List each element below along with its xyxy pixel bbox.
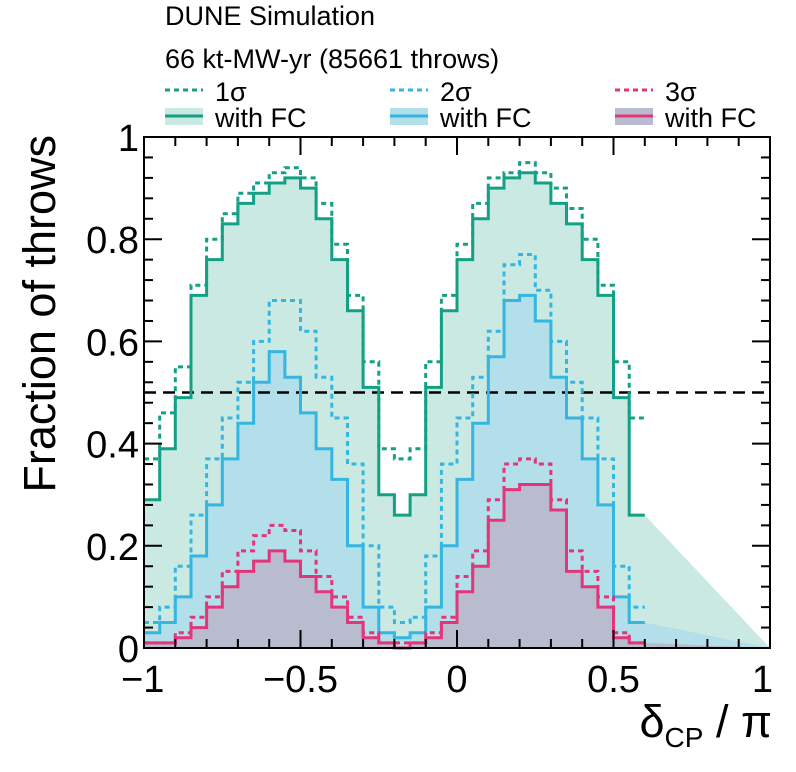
series-line-0 xyxy=(144,161,645,461)
x-axis-label-rest: / π xyxy=(703,696,772,747)
series-line-2 xyxy=(144,253,645,624)
x-tick-label: 1 xyxy=(752,659,773,701)
x-axis-label-main: δ xyxy=(639,696,664,747)
series-line-1 xyxy=(144,171,645,517)
x-axis-label-sub: CP xyxy=(665,722,704,753)
y-tick-label: 0.2 xyxy=(86,527,139,569)
chart-header-line1: DUNE Simulation xyxy=(165,1,375,31)
legend-label-3: with FC xyxy=(439,103,532,133)
y-tick-label: 0 xyxy=(118,629,139,671)
legend-label-0: 1σ xyxy=(215,77,247,107)
series-line-3 xyxy=(144,293,645,640)
y-axis-label: Fraction of throws xyxy=(14,135,65,493)
y-tick-label: 0.8 xyxy=(86,220,139,262)
legend-label-1: with FC xyxy=(214,103,307,133)
legend-label-5: with FC xyxy=(664,103,757,133)
legend-label-2: 2σ xyxy=(440,77,472,107)
x-tick-label: −1 xyxy=(121,659,164,701)
x-tick-label: 0.5 xyxy=(587,659,640,701)
x-tick-label: −0.5 xyxy=(263,659,338,701)
legend-label-4: 3σ xyxy=(665,77,697,107)
x-tick-label: 0 xyxy=(446,659,467,701)
series-lines xyxy=(144,161,645,650)
y-tick-label: 0.4 xyxy=(86,425,139,467)
y-tick-label: 0.6 xyxy=(86,322,139,364)
axis-ticks: −1 −0.5 0 0.5 1 0 0.2 0.4 0.6 0.8 1 xyxy=(86,118,773,701)
x-axis-label: δCP / π xyxy=(639,696,772,753)
y-tick-label: 1 xyxy=(118,118,139,160)
chart-header-line2: 66 kt-MW-yr (85661 throws) xyxy=(165,44,499,74)
